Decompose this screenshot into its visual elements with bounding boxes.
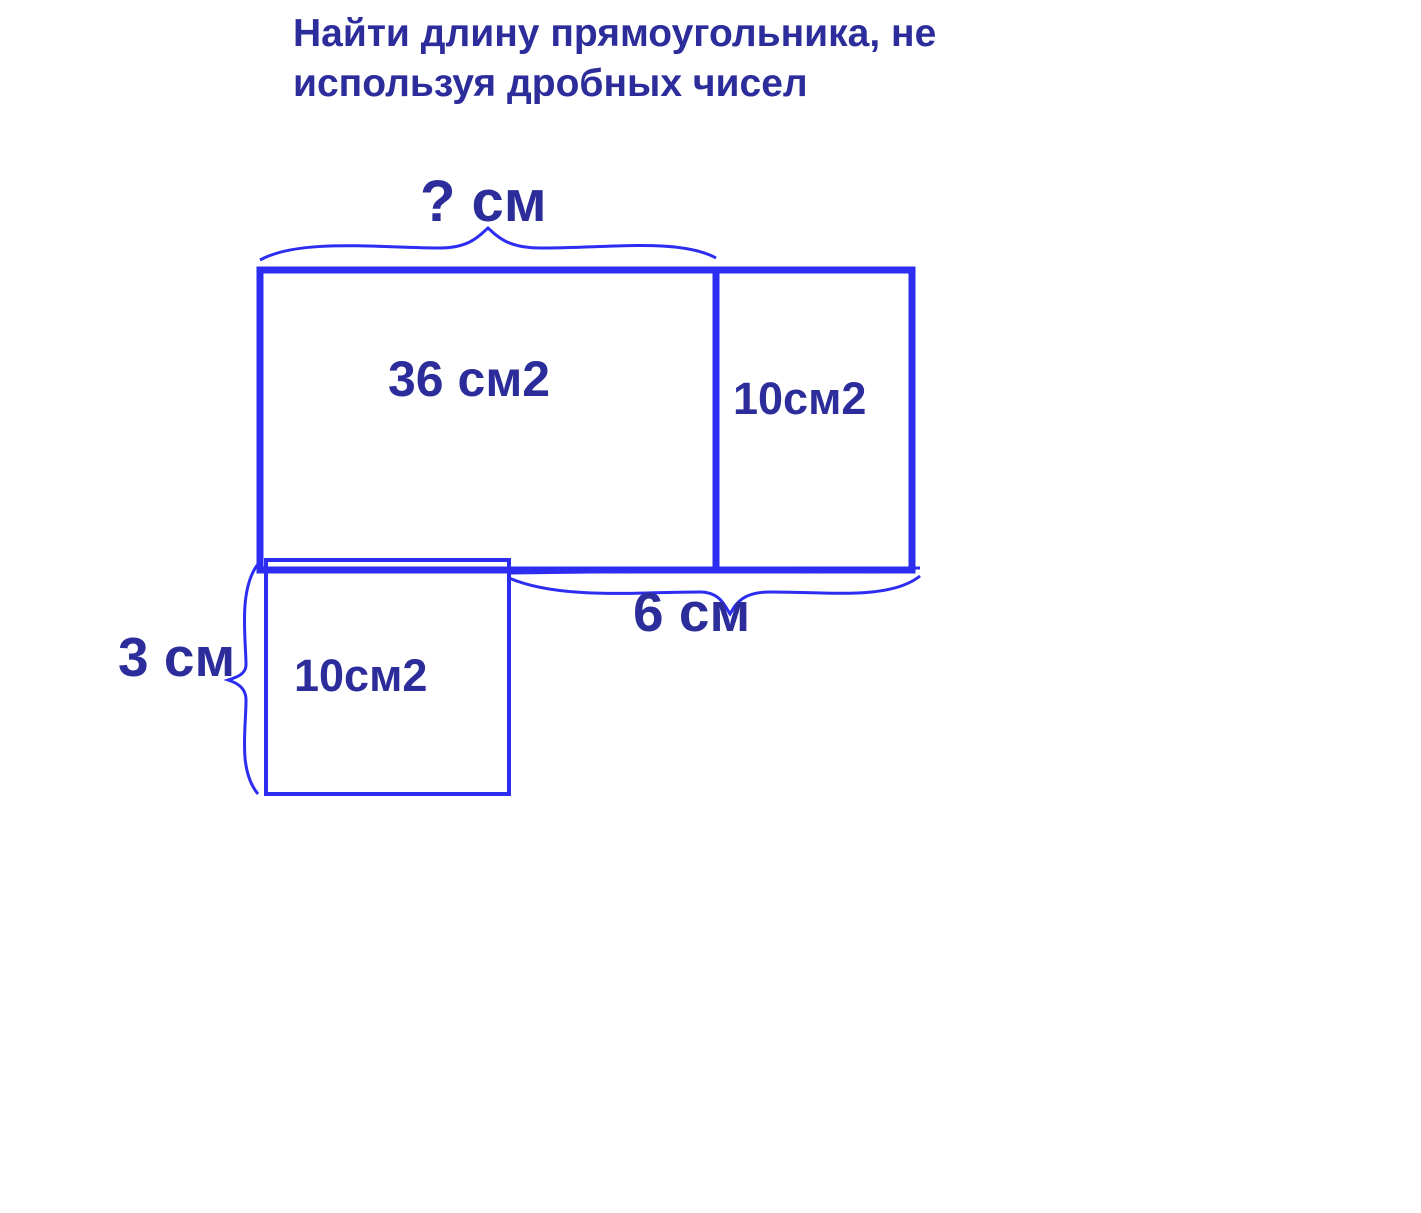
dim-3cm: 3 см <box>118 625 235 689</box>
area-10-bottom: 10см2 <box>294 650 427 702</box>
area-36: 36 см2 <box>388 350 550 408</box>
area-10-right: 10см2 <box>733 373 866 425</box>
dim-6cm: 6 см <box>633 580 750 644</box>
brace-top <box>260 228 716 260</box>
